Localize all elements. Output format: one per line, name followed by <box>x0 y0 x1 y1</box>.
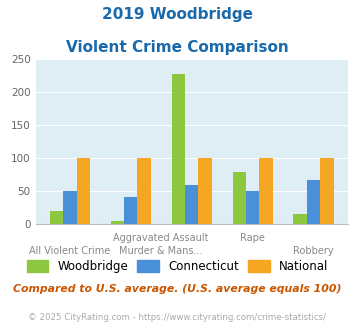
Bar <box>111 221 124 224</box>
Text: Rape: Rape <box>240 233 265 243</box>
Bar <box>246 191 260 224</box>
Text: Robbery: Robbery <box>293 246 334 256</box>
Text: Compared to U.S. average. (U.S. average equals 100): Compared to U.S. average. (U.S. average … <box>13 284 342 294</box>
Bar <box>63 191 77 224</box>
Text: Aggravated Assault: Aggravated Assault <box>114 233 209 243</box>
Text: Violent Crime Comparison: Violent Crime Comparison <box>66 40 289 54</box>
Text: 2019 Woodbridge: 2019 Woodbridge <box>102 7 253 21</box>
Text: © 2025 CityRating.com - https://www.cityrating.com/crime-statistics/: © 2025 CityRating.com - https://www.city… <box>28 314 327 322</box>
Bar <box>50 211 63 224</box>
Bar <box>171 74 185 224</box>
Bar <box>307 180 320 224</box>
Bar <box>233 172 246 224</box>
Bar <box>198 158 212 224</box>
Bar <box>294 214 307 224</box>
Text: All Violent Crime: All Violent Crime <box>29 246 110 256</box>
Bar <box>137 158 151 224</box>
Legend: Woodbridge, Connecticut, National: Woodbridge, Connecticut, National <box>22 255 333 278</box>
Bar <box>124 197 137 224</box>
Bar <box>260 158 273 224</box>
Bar <box>320 158 334 224</box>
Text: Murder & Mans...: Murder & Mans... <box>120 246 203 256</box>
Bar <box>77 158 90 224</box>
Bar <box>185 185 198 224</box>
